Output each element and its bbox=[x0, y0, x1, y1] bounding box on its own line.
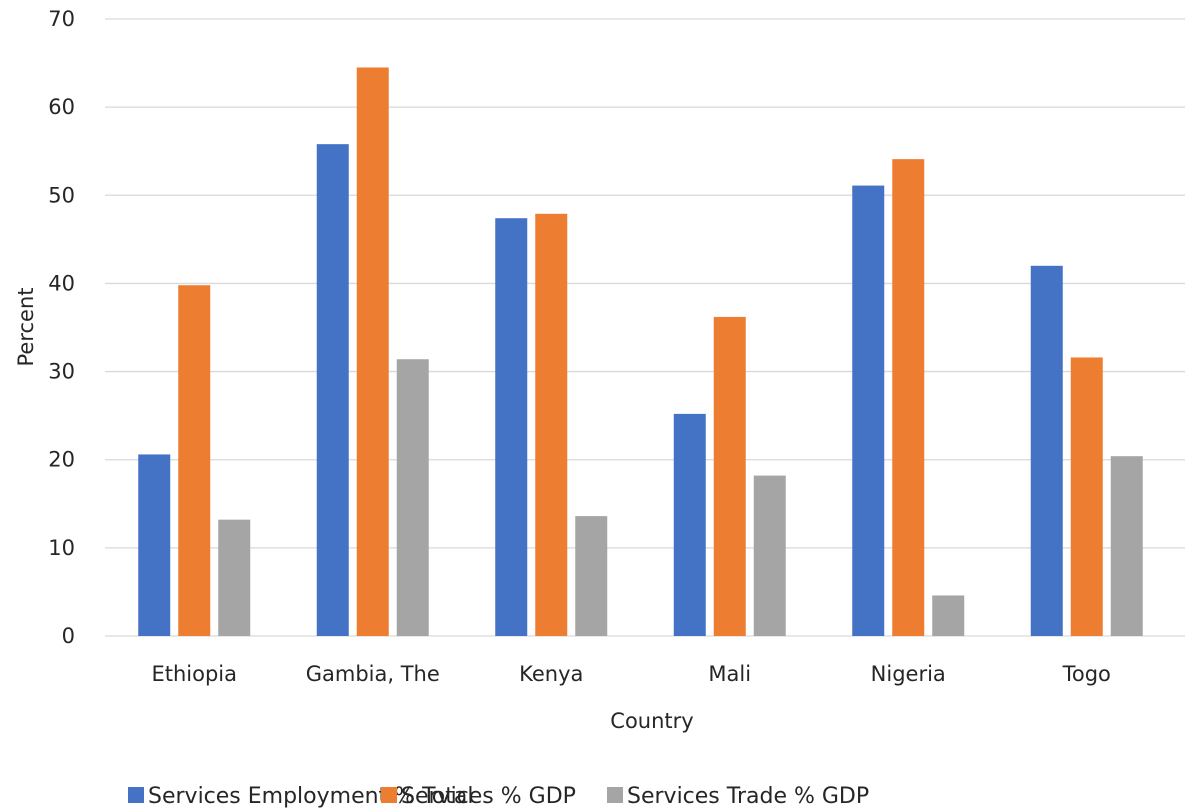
bar bbox=[178, 285, 211, 636]
x-axis-title: Country bbox=[610, 709, 693, 733]
legend-swatch bbox=[607, 787, 623, 803]
x-tick-label: Mali bbox=[708, 662, 751, 686]
y-tick-label: 50 bbox=[48, 183, 75, 207]
y-tick-label: 30 bbox=[48, 360, 75, 384]
x-tick-label: Kenya bbox=[519, 662, 583, 686]
y-tick-label: 20 bbox=[48, 448, 75, 472]
bar bbox=[753, 475, 786, 636]
x-tick-labels: Ethiopia Gambia, The Kenya Mali Nigeria Togo bbox=[151, 662, 1110, 686]
x-tick-label: Ethiopia bbox=[151, 662, 237, 686]
bar bbox=[1030, 265, 1063, 636]
bar bbox=[396, 359, 429, 636]
bar bbox=[575, 516, 608, 636]
x-tick-label: Togo bbox=[1062, 662, 1111, 686]
x-tick-label: Nigeria bbox=[871, 662, 946, 686]
legend-label: Services % GDP bbox=[401, 784, 576, 809]
bar bbox=[138, 454, 171, 636]
gridlines bbox=[105, 18, 1185, 637]
bar bbox=[356, 67, 389, 636]
bar bbox=[535, 213, 568, 636]
legend-label: Services Employment % Total bbox=[148, 784, 473, 809]
y-tick-labels: 0 10 20 30 40 50 60 70 bbox=[48, 7, 75, 648]
y-tick-label: 0 bbox=[62, 624, 75, 648]
bar bbox=[218, 519, 251, 636]
bar bbox=[673, 413, 706, 636]
bars bbox=[138, 67, 1143, 637]
legend-swatch bbox=[128, 787, 144, 803]
bar bbox=[892, 159, 925, 636]
bar bbox=[316, 144, 349, 637]
y-tick-label: 40 bbox=[48, 271, 75, 295]
y-tick-label: 10 bbox=[48, 536, 75, 560]
y-tick-label: 70 bbox=[48, 7, 75, 31]
legend-swatch bbox=[381, 787, 397, 803]
bar bbox=[932, 595, 965, 636]
y-axis-title: Percent bbox=[14, 287, 38, 366]
legend-label: Services Trade % GDP bbox=[627, 784, 869, 809]
y-tick-label: 60 bbox=[48, 95, 75, 119]
bar bbox=[1110, 456, 1143, 636]
bar bbox=[713, 316, 746, 636]
x-tick-label: Gambia, The bbox=[306, 662, 440, 686]
bar bbox=[495, 218, 528, 636]
bar bbox=[852, 185, 885, 636]
bar bbox=[1070, 357, 1103, 636]
